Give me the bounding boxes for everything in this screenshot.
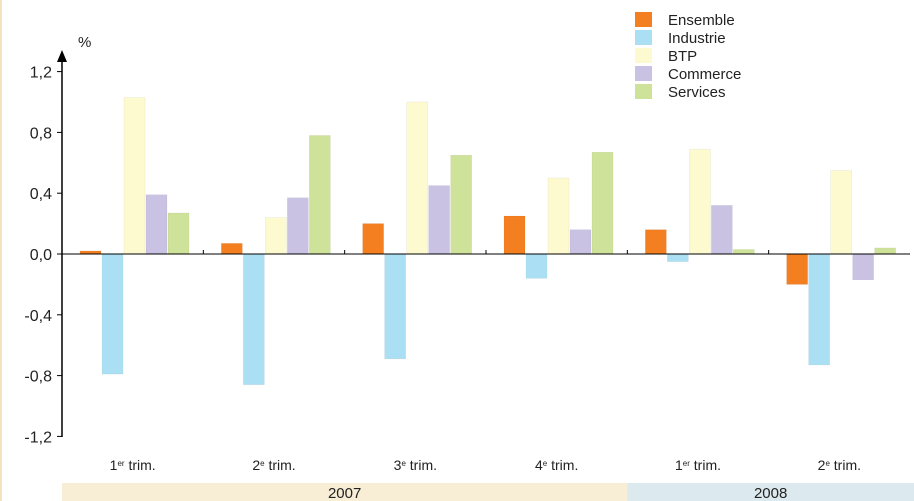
legend-label: Ensemble bbox=[668, 12, 735, 29]
bar-industrie-3 bbox=[384, 253, 406, 360]
year-label: 2007 bbox=[328, 485, 361, 501]
bar-services-3 bbox=[450, 154, 472, 255]
x-tick-label: 3e trim. bbox=[394, 457, 437, 473]
y-tick-label: -0,8 bbox=[24, 369, 52, 386]
bar-ensemble-5 bbox=[645, 229, 667, 255]
legend-swatch-btp bbox=[635, 48, 652, 63]
year-band: 2007 2008 bbox=[62, 483, 914, 501]
bar-services-5 bbox=[733, 249, 755, 255]
bar-industrie-6 bbox=[808, 253, 830, 366]
bar-commerce-5 bbox=[711, 205, 733, 255]
year-band-2008 bbox=[627, 483, 914, 501]
bar-industrie-2 bbox=[243, 253, 265, 385]
bar-btp-6 bbox=[830, 170, 852, 255]
bar-btp-3 bbox=[406, 101, 428, 255]
y-tick-label: 0,4 bbox=[30, 186, 52, 203]
legend-label: Commerce bbox=[668, 66, 741, 83]
legend-label: Industrie bbox=[668, 30, 726, 47]
bar-industrie-4 bbox=[525, 253, 548, 279]
y-axis-arrow bbox=[57, 50, 67, 62]
year-band-2007 bbox=[62, 483, 628, 501]
bar-ensemble-2 bbox=[221, 243, 243, 255]
bar-commerce-2 bbox=[287, 197, 309, 255]
bar-ensemble-6 bbox=[786, 253, 808, 285]
bar-ensemble-3 bbox=[362, 223, 384, 255]
bar-btp-2 bbox=[265, 217, 287, 255]
x-tick-label: 2e trim. bbox=[818, 457, 861, 473]
y-axis-label: % bbox=[78, 34, 91, 51]
y-tick-label: 0,0 bbox=[30, 247, 52, 264]
legend-label: Services bbox=[668, 84, 726, 101]
bar-commerce-3 bbox=[428, 185, 450, 255]
bar-btp-4 bbox=[547, 177, 570, 255]
legend-swatch-commerce bbox=[635, 66, 652, 81]
x-tick-label: 4e trim. bbox=[535, 457, 578, 473]
bar-services-4 bbox=[591, 151, 614, 255]
bar-btp-1 bbox=[123, 97, 146, 255]
bar-commerce-1 bbox=[145, 194, 168, 255]
y-ticks: 1,2 0,8 0,4 0,0 -0,4 -0,8 -1,2 bbox=[24, 65, 62, 446]
y-tick-label: 0,8 bbox=[30, 125, 52, 142]
legend-swatch-ensemble bbox=[635, 12, 652, 27]
x-tick-label: 2e trim. bbox=[252, 457, 295, 473]
x-tick-label: 1er trim. bbox=[110, 457, 156, 473]
bar-btp-5 bbox=[689, 148, 711, 255]
bar-ensemble-4 bbox=[503, 215, 526, 255]
legend-swatch-industrie bbox=[635, 30, 652, 45]
y-tick-label: 1,2 bbox=[30, 65, 52, 82]
bar-services-6 bbox=[874, 247, 896, 255]
x-tick-label: 1er trim. bbox=[675, 457, 721, 473]
bar-commerce-6 bbox=[852, 253, 874, 281]
bar-commerce-4 bbox=[569, 229, 592, 255]
bar-industrie-5 bbox=[667, 253, 689, 262]
legend-swatch-services bbox=[635, 84, 652, 99]
year-label: 2008 bbox=[754, 485, 787, 501]
x-ticks: 1er trim. 2e trim. 3e trim. 4e trim. 1er tri… bbox=[110, 250, 861, 473]
legend-label: BTP bbox=[668, 48, 697, 65]
bar-industrie-1 bbox=[101, 253, 124, 375]
bar-services-2 bbox=[309, 135, 331, 255]
y-tick-label: -1,2 bbox=[24, 429, 52, 446]
bars bbox=[79, 97, 896, 385]
y-tick-label: -0,4 bbox=[24, 308, 52, 325]
bar-services-1 bbox=[167, 212, 190, 255]
